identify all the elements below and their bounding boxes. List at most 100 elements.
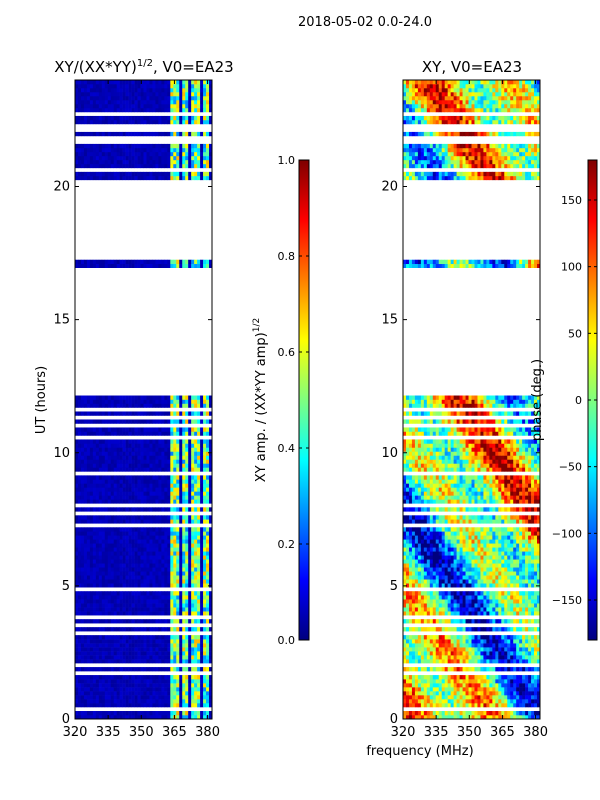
heatmap-cell xyxy=(185,539,189,544)
heatmap-cell xyxy=(191,627,195,632)
heatmap-cell xyxy=(89,411,94,416)
heatmap-cell xyxy=(170,535,174,540)
heatmap-cell xyxy=(101,583,106,588)
heatmap-cell xyxy=(101,95,106,101)
heatmap-cell xyxy=(122,83,126,89)
heatmap-cell xyxy=(209,711,213,716)
heatmap-cell xyxy=(116,555,120,560)
heatmap-cell xyxy=(119,535,123,540)
heatmap-cell xyxy=(441,627,445,632)
heatmap-cell xyxy=(182,679,186,684)
heatmap-cell xyxy=(450,703,454,708)
heatmap-cell xyxy=(101,519,106,524)
heatmap-cell xyxy=(134,87,138,93)
heatmap-cell xyxy=(80,659,85,664)
heatmap-cell xyxy=(510,639,514,644)
heatmap-cell xyxy=(125,539,129,544)
heatmap-cell xyxy=(119,499,123,504)
heatmap-cell xyxy=(110,431,115,436)
heatmap-cell xyxy=(143,667,147,672)
heatmap-cell xyxy=(83,83,88,89)
heatmap-cell xyxy=(188,535,192,540)
heatmap-cell xyxy=(203,171,207,177)
heatmap-cell xyxy=(107,555,112,560)
heatmap-cell xyxy=(98,411,103,416)
heatmap-cell xyxy=(176,579,180,584)
heatmap-cell xyxy=(110,703,115,708)
heatmap-cell xyxy=(89,531,94,536)
heatmap-cell xyxy=(474,651,478,656)
heatmap-cell xyxy=(152,619,156,624)
heatmap-cell xyxy=(137,171,141,177)
heatmap-cell xyxy=(206,555,210,560)
heatmap-cell xyxy=(486,691,490,696)
heatmap-cell xyxy=(119,595,123,600)
heatmap-cell xyxy=(176,635,180,640)
heatmap-cell xyxy=(125,103,129,109)
heatmap-cell xyxy=(167,555,171,560)
heatmap-cell xyxy=(182,575,186,580)
heatmap-cell xyxy=(176,595,180,600)
heatmap-cell xyxy=(110,591,115,596)
heatmap-cell xyxy=(194,431,198,436)
heatmap-cell xyxy=(116,715,120,720)
heatmap-cell xyxy=(197,535,201,540)
heatmap-cell xyxy=(417,651,422,656)
heatmap-cell xyxy=(209,495,213,500)
heatmap-cell xyxy=(131,103,135,109)
heatmap-cell xyxy=(83,399,88,404)
heatmap-cell xyxy=(77,679,82,684)
heatmap-cell xyxy=(197,107,201,113)
heatmap-cell xyxy=(417,639,422,644)
heatmap-cell xyxy=(104,107,109,113)
heatmap-cell xyxy=(89,551,94,556)
heatmap-cell xyxy=(164,551,168,556)
heatmap-cell xyxy=(80,639,85,644)
heatmap-cell xyxy=(137,159,141,165)
heatmap-cell xyxy=(453,703,457,708)
heatmap-cell xyxy=(209,595,213,600)
heatmap-cell xyxy=(179,595,183,600)
heatmap-cell xyxy=(104,479,109,484)
heatmap-cell xyxy=(104,551,109,556)
heatmap-cell xyxy=(86,559,91,564)
heatmap-cell xyxy=(164,635,168,640)
heatmap-cell xyxy=(149,151,153,157)
heatmap-cell xyxy=(507,635,511,640)
heatmap-cell xyxy=(134,491,138,496)
heatmap-cell xyxy=(119,579,123,584)
heatmap-cell xyxy=(179,411,183,416)
heatmap-cell xyxy=(131,491,135,496)
heatmap-cell xyxy=(414,651,419,656)
heatmap-cell xyxy=(170,155,174,161)
heatmap-cell xyxy=(188,83,192,89)
heatmap-cell xyxy=(80,679,85,684)
heatmap-cell xyxy=(152,103,156,109)
heatmap-cell xyxy=(182,451,186,456)
heatmap-cell xyxy=(444,659,448,664)
heatmap-cell xyxy=(167,463,171,468)
heatmap-cell xyxy=(143,87,147,93)
heatmap-cell xyxy=(173,451,177,456)
heatmap-cell xyxy=(200,619,204,624)
heatmap-cell xyxy=(209,151,213,157)
heatmap-cell xyxy=(161,455,165,460)
heatmap-cell xyxy=(75,555,79,560)
heatmap-cell xyxy=(80,651,85,656)
heatmap-cell xyxy=(86,603,91,608)
heatmap-cell xyxy=(95,659,100,664)
heatmap-cell xyxy=(98,711,103,716)
heatmap-cell xyxy=(89,675,94,680)
heatmap-cell xyxy=(143,91,147,97)
heatmap-cell xyxy=(516,647,520,652)
heatmap-cell xyxy=(453,635,457,640)
heatmap-cell xyxy=(179,583,183,588)
heatmap-cell xyxy=(125,635,129,640)
heatmap-cell xyxy=(125,119,129,125)
heatmap-cell xyxy=(185,607,189,612)
heatmap-cell xyxy=(119,259,123,265)
heatmap-cell xyxy=(110,571,115,576)
heatmap-cell xyxy=(477,667,481,672)
heatmap-cell xyxy=(80,103,85,109)
heatmap-cell xyxy=(209,487,213,492)
